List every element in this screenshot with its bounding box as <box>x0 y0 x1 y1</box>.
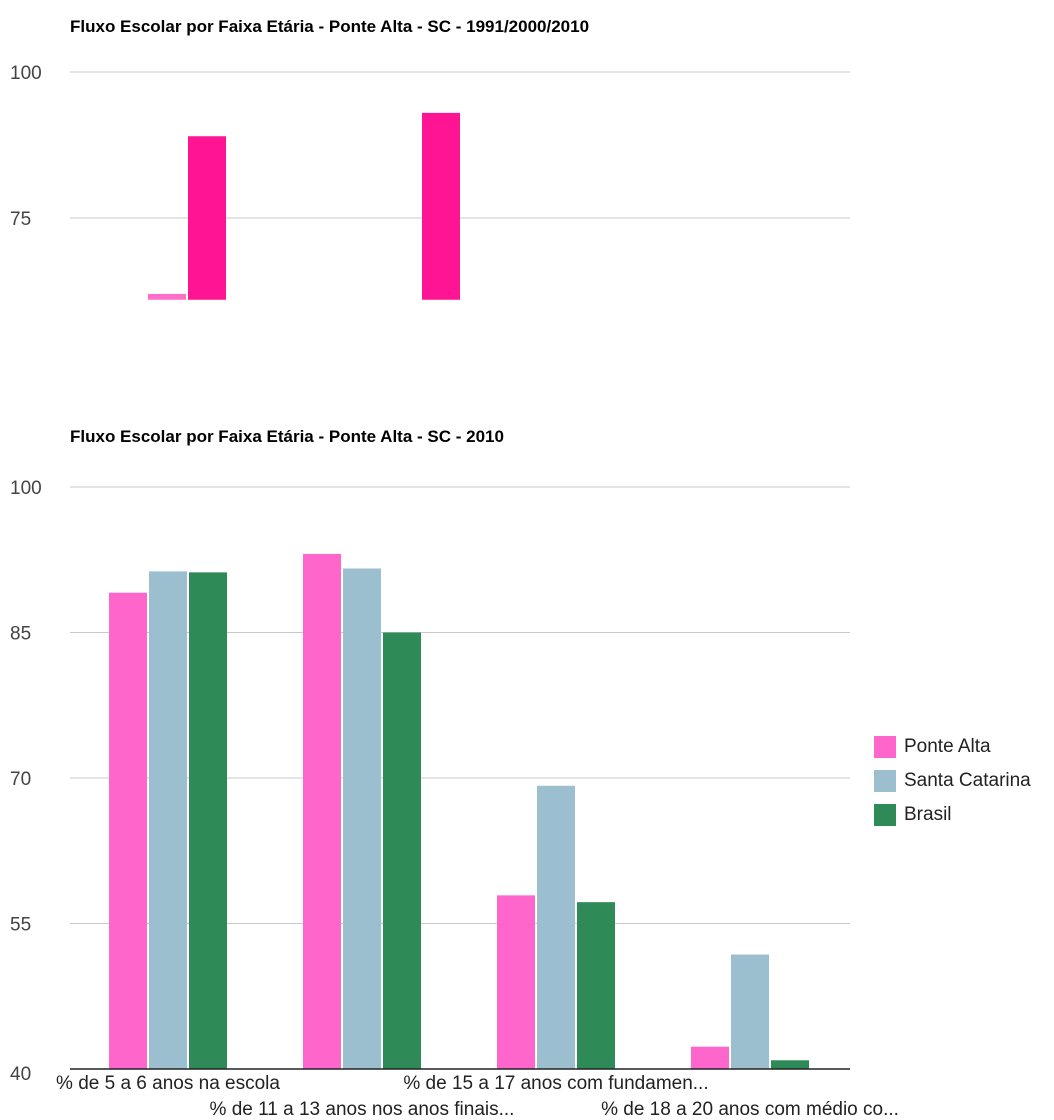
x-category-label: % de 15 a 17 anos com fundamen... <box>403 1073 708 1094</box>
bottom-bar <box>577 902 615 1069</box>
chart-title-2010: Fluxo Escolar por Faixa Etária - Ponte A… <box>70 427 504 446</box>
bottom-bar <box>731 954 769 1069</box>
top-y-tick-label: 75 <box>10 209 31 230</box>
legend-swatch-santa-catarina <box>874 770 896 792</box>
bottom-bar <box>189 572 227 1069</box>
bottom-bar <box>343 568 381 1069</box>
bottom-bar <box>537 785 575 1069</box>
top-y-tick-label: 100 <box>10 63 42 84</box>
bottom-bar <box>497 895 535 1069</box>
bottom-bar <box>383 632 421 1069</box>
legend-label-brasil: Brasil <box>904 804 952 825</box>
legend-item-ponte-alta[interactable]: Ponte Alta <box>874 730 1031 764</box>
x-category-label: % de 5 a 6 anos na escola <box>56 1073 280 1094</box>
legend-item-santa-catarina[interactable]: Santa Catarina <box>874 764 1031 798</box>
top-bar <box>148 293 186 300</box>
top-chart: 100 75 <box>10 63 850 300</box>
bottom-bar <box>303 553 341 1069</box>
top-bar <box>188 136 226 300</box>
legend: Ponte Alta Santa Catarina Brasil <box>874 730 1031 832</box>
x-category-label: % de 18 a 20 anos com médio co... <box>601 1099 899 1120</box>
bottom-y-tick-label: 100 <box>10 478 42 499</box>
legend-swatch-ponte-alta <box>874 736 896 758</box>
legend-label-ponte-alta: Ponte Alta <box>904 736 991 757</box>
bottom-y-tick-label: 40 <box>10 1064 31 1085</box>
bottom-y-tick-label: 85 <box>10 624 31 645</box>
bottom-chart: 100 85 70 55 40 % de 5 a 6 anos na escola % de… <box>10 478 899 1120</box>
bottom-bar <box>109 592 147 1069</box>
bottom-bar <box>691 1046 729 1069</box>
bottom-bar <box>149 571 187 1069</box>
bottom-y-tick-label: 70 <box>10 769 31 790</box>
bottom-bar <box>771 1060 809 1069</box>
legend-item-brasil[interactable]: Brasil <box>874 798 1031 832</box>
legend-label-santa-catarina: Santa Catarina <box>904 770 1031 791</box>
chart-title-1991-2000-2010: Fluxo Escolar por Faixa Etária - Ponte A… <box>70 17 590 36</box>
legend-swatch-brasil <box>874 804 896 826</box>
x-category-label: % de 11 a 13 anos nos anos finais... <box>210 1099 515 1120</box>
bottom-y-tick-label: 55 <box>10 915 31 936</box>
top-bar <box>422 112 460 300</box>
